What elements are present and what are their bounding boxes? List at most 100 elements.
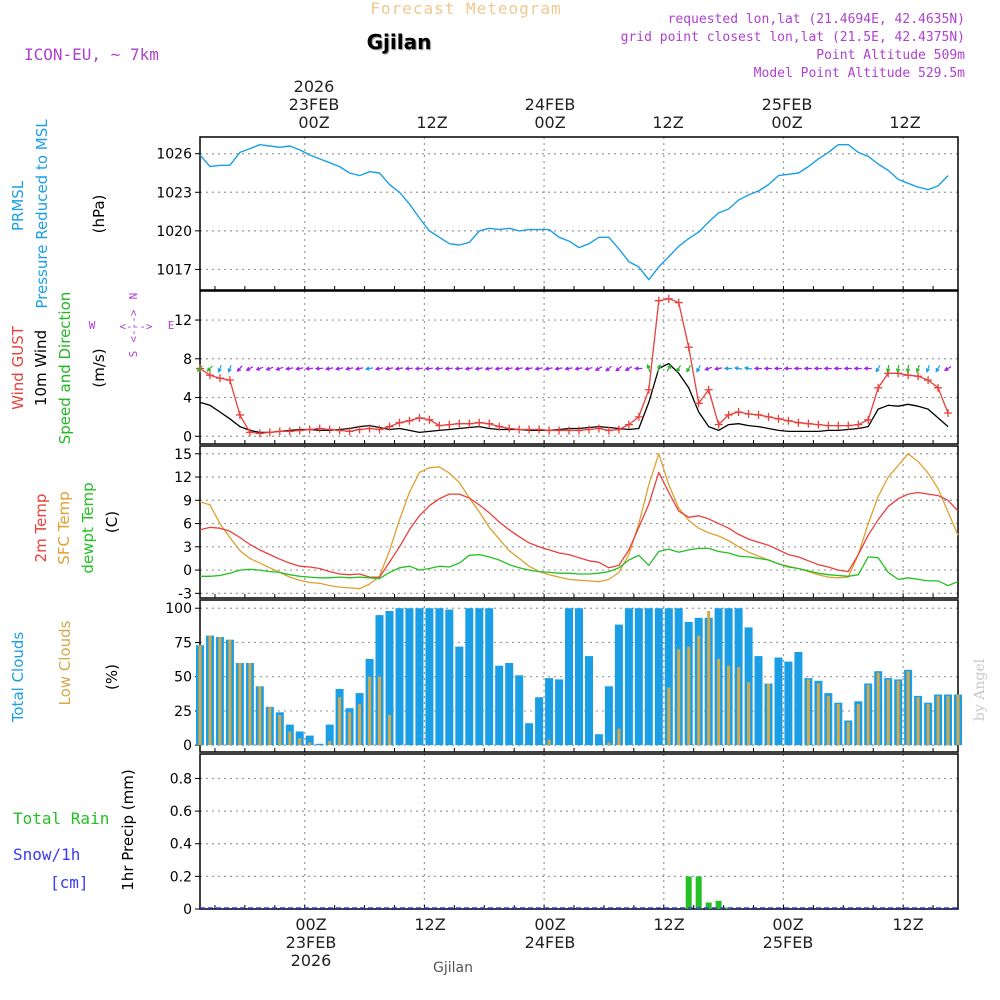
wind-arrow-38 — [574, 366, 583, 371]
wind-arrow-71 — [905, 364, 911, 374]
total-cloud-bar-44 — [634, 608, 643, 746]
wind-arrow-61 — [803, 366, 812, 371]
compass-w: W — [89, 319, 96, 332]
total-cloud-bar-30 — [495, 665, 504, 746]
ytick-label-wind-1: 4 — [183, 391, 192, 407]
gust-marker-67 — [864, 415, 873, 424]
top-date-label-1: 23FEB — [289, 95, 340, 114]
wind-arrow-10 — [295, 366, 304, 371]
wind-arrow-56 — [753, 366, 762, 371]
precip-rain-label: Total Rain — [13, 809, 109, 828]
low-cloud-bar-7 — [268, 706, 272, 746]
low-cloud-bar-1 — [208, 635, 212, 746]
total-cloud-bar-38 — [575, 608, 583, 746]
sfc-temp-line — [199, 453, 959, 590]
gust-marker-50 — [694, 399, 703, 408]
gust-marker-31 — [505, 424, 514, 433]
ytick-label-clouds-0: 0 — [183, 738, 192, 754]
ytick-label-wind-0: 0 — [183, 429, 192, 445]
ytick-label-clouds-2: 50 — [174, 670, 192, 686]
total-cloud-bar-58 — [774, 657, 783, 746]
low-cloud-bar-35 — [547, 739, 551, 746]
wind-arrow-28 — [474, 366, 483, 371]
bottom-tick-label-3: 00Z — [534, 915, 565, 934]
low-cloud-bar-74 — [936, 695, 940, 746]
low-cloud-bar-72 — [916, 697, 920, 746]
compass-e: E — [168, 319, 175, 332]
total-cloud-bar-20 — [395, 608, 404, 746]
wind-arrow-32 — [514, 366, 523, 371]
wind-arrow-36 — [554, 366, 563, 371]
gust-marker-32 — [515, 425, 524, 434]
low-cloud-bar-64 — [836, 704, 840, 746]
gust-marker-56 — [754, 410, 763, 419]
total-cloud-bar-59 — [784, 661, 793, 746]
top-tick-label-3: 00Z — [534, 113, 565, 132]
wind-arrow-6 — [255, 366, 264, 371]
temp-dewpt-label: dewpt Temp — [79, 482, 97, 573]
gust-marker-23 — [425, 415, 434, 424]
gust-marker-37 — [565, 426, 574, 435]
bottom-tick-label-4: 12Z — [653, 915, 684, 934]
wind-compass-legend: W E <---> <---> N S — [89, 293, 175, 358]
precip-axis-label: 1hr Precip (mm) — [119, 769, 137, 890]
credit-watermark: by Angel — [972, 658, 988, 721]
model-label: ICON-EU, ~ 7km — [24, 45, 159, 64]
total-cloud-bar-24 — [435, 608, 444, 746]
wind-arrow-49 — [686, 365, 692, 373]
gust-marker-30 — [495, 422, 504, 431]
wind-arrow-42 — [615, 365, 622, 372]
panel-pressure: 1017 1020 1023 1026 — [156, 136, 959, 291]
ytick-label-clouds-1: 25 — [174, 704, 192, 720]
wind-arrow-34 — [534, 366, 543, 371]
wind-arrow-72 — [915, 364, 920, 374]
gust-marker-33 — [525, 425, 534, 434]
gust-marker-10 — [295, 426, 304, 435]
wind-arrow-31 — [504, 366, 513, 371]
gust-marker-68 — [874, 383, 883, 392]
total-cloud-bar-33 — [525, 723, 534, 746]
gust-marker-57 — [764, 412, 773, 421]
gust-marker-28 — [475, 418, 484, 427]
wind-arrow-73 — [925, 364, 930, 374]
ytick-label-precip-3: 0.6 — [170, 804, 192, 820]
gust-marker-45 — [644, 385, 653, 394]
temp-2m-line — [199, 471, 959, 578]
low-cloud-bar-3 — [228, 639, 232, 746]
gust-marker-36 — [555, 426, 564, 435]
low-cloud-bar-10 — [298, 738, 302, 746]
total-cloud-bar-22 — [415, 608, 424, 746]
wind-arrow-0 — [197, 365, 203, 373]
panel-wind: 0 4 8 12 — [174, 291, 959, 445]
low-cloud-bar-41 — [607, 742, 611, 746]
low-cloud-bar-61 — [806, 679, 810, 746]
temp-2m-label: 2m Temp — [32, 494, 50, 563]
wind-arrow-45 — [646, 364, 651, 373]
gust-marker-47 — [664, 294, 673, 303]
gust-marker-66 — [854, 420, 863, 429]
gust-marker-49 — [684, 343, 693, 352]
wind-arrow-44 — [634, 366, 643, 371]
wind-arrow-58 — [773, 366, 782, 371]
gust-marker-35 — [545, 426, 554, 435]
pressure-label-reduced: Pressure Reduced to MSL — [33, 119, 51, 309]
gust-marker-71 — [904, 371, 913, 380]
top-year-label: 2026 — [294, 77, 335, 96]
wind-arrow-33 — [524, 366, 533, 371]
footer-location: Gjilan — [433, 960, 473, 976]
top-tick-label-1: 00Z — [298, 113, 329, 132]
gust-marker-2 — [215, 374, 224, 383]
gust-marker-52 — [714, 420, 723, 429]
gust-marker-59 — [784, 416, 793, 425]
gust-marker-20 — [395, 418, 404, 427]
gust-marker-63 — [824, 421, 833, 430]
wind-arrow-48 — [676, 365, 682, 373]
top-tick-label-2: 12Z — [416, 113, 447, 132]
total-cloud-bar-29 — [485, 608, 494, 746]
ytick-label-pressure-0: 1017 — [156, 262, 192, 278]
total-cloud-bar-39 — [585, 656, 593, 746]
requested-coords: requested lon,lat (21.4694E, 42.4635N) — [668, 12, 965, 27]
gust-marker-22 — [415, 413, 424, 422]
wind-arrow-60 — [793, 366, 802, 371]
low-cloud-bar-15 — [348, 712, 352, 746]
